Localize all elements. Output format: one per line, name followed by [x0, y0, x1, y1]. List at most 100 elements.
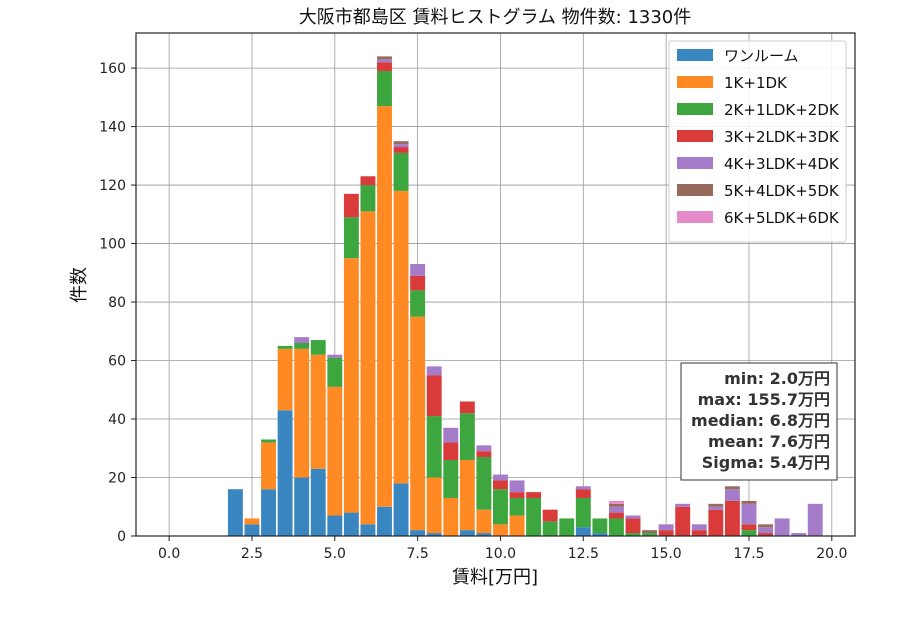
- bar-series-1: [310, 354, 326, 469]
- stats-min: min: 2.0万円: [724, 369, 830, 388]
- bar-series-4: [509, 480, 525, 493]
- y-tick-label: 0: [117, 529, 126, 545]
- bar-series-2: [377, 71, 392, 107]
- x-tick-label: 20.0: [816, 546, 847, 562]
- bar-series-4: [675, 503, 691, 507]
- bar-series-1: [493, 524, 508, 536]
- stats-mean: mean: 7.6万円: [708, 432, 830, 451]
- bar-series-4: [294, 337, 310, 343]
- bar-series-0: [426, 533, 442, 536]
- bar-series-1: [476, 509, 492, 534]
- bar-series-5: [724, 486, 740, 490]
- bar-series-1: [509, 515, 525, 536]
- x-tick-label: 7.5: [407, 546, 429, 562]
- bar-series-0: [294, 477, 310, 536]
- x-axis-title: 賃料[万円]: [452, 567, 538, 588]
- bar-series-4: [791, 533, 807, 536]
- bar-series-2: [741, 530, 757, 536]
- bar-series-0: [244, 524, 260, 536]
- y-tick-label: 80: [108, 295, 126, 311]
- bar-series-4: [625, 515, 641, 519]
- bar-series-4: [575, 486, 591, 490]
- bar-series-2: [592, 518, 608, 534]
- bar-series-4: [807, 503, 823, 536]
- legend-label: ワンルーム: [724, 47, 799, 65]
- bar-series-0: [410, 530, 426, 536]
- bar-series-2: [608, 518, 624, 536]
- bar-series-2: [443, 459, 459, 498]
- bar-series-3: [526, 492, 542, 498]
- bar-series-4: [758, 527, 773, 534]
- x-tick-label: 0.0: [158, 546, 180, 562]
- bar-series-1: [261, 442, 276, 490]
- bar-series-3: [691, 530, 707, 536]
- y-tick-label: 160: [99, 61, 126, 77]
- bar-series-4: [393, 144, 409, 148]
- bar-series-3: [410, 275, 426, 291]
- bar-series-3: [443, 442, 459, 460]
- bar-series-1: [410, 316, 426, 531]
- legend-swatch: [677, 184, 713, 196]
- bar-series-4: [741, 503, 757, 525]
- y-tick-label: 40: [108, 412, 126, 428]
- bar-series-2: [310, 340, 326, 355]
- bar-series-2: [261, 439, 276, 443]
- legend: ワンルーム 1K+1DK 2K+1LDK+2DK 3K+2LDK+3DK 4K+3LDK…: [668, 40, 847, 243]
- bar-series-4: [691, 524, 707, 531]
- legend-label: 4K+3LDK+4DK: [724, 155, 840, 173]
- bar-series-1: [360, 211, 376, 525]
- x-tick-label: 5.0: [324, 546, 346, 562]
- bar-series-0: [575, 527, 591, 536]
- bar-series-4: [476, 445, 492, 452]
- bar-series-1: [443, 497, 459, 536]
- y-tick-label: 60: [108, 354, 126, 370]
- bar-series-0: [327, 515, 343, 536]
- bar-series-2: [426, 416, 442, 478]
- x-tick-label: 2.5: [241, 546, 263, 562]
- bar-series-0: [459, 530, 475, 536]
- bar-series-2: [294, 342, 310, 349]
- bar-series-3: [708, 509, 724, 536]
- bar-series-2: [410, 290, 426, 317]
- bar-series-4: [443, 427, 459, 443]
- bar-series-2: [642, 533, 658, 536]
- bar-series-2: [277, 345, 293, 349]
- legend-label: 5K+4LDK+5DK: [724, 182, 840, 200]
- bar-series-1: [244, 518, 260, 525]
- bar-series-4: [327, 354, 343, 358]
- bar-series-4: [377, 59, 392, 63]
- y-tick-label: 20: [108, 471, 126, 487]
- bar-series-5: [393, 141, 409, 145]
- bar-series-0: [261, 489, 276, 536]
- bar-series-0: [310, 468, 326, 536]
- bar-series-5: [708, 503, 724, 507]
- bar-series-2: [575, 497, 591, 528]
- bar-series-1: [459, 459, 475, 531]
- bar-series-4: [708, 506, 724, 510]
- stats-box: min: 2.0万円 max: 155.7万円 median: 6.8万円 me…: [680, 362, 838, 481]
- legend-label: 6K+5LDK+6DK: [724, 209, 840, 227]
- bar-series-5: [377, 56, 392, 60]
- bar-series-6: [608, 500, 624, 504]
- bar-series-3: [426, 375, 442, 417]
- bar-series-4: [608, 506, 624, 513]
- bar-series-3: [575, 489, 591, 498]
- bar-series-3: [658, 530, 674, 536]
- y-axis-title: 件数: [69, 267, 90, 303]
- bar-series-3: [741, 524, 757, 531]
- bar-series-0: [360, 524, 376, 536]
- bar-series-3: [758, 533, 773, 536]
- bar-series-3: [608, 512, 624, 519]
- bar-series-3: [476, 451, 492, 458]
- histogram-bars: [227, 56, 823, 536]
- bar-series-2: [526, 497, 542, 536]
- bar-series-4: [724, 489, 740, 501]
- bar-series-3: [675, 506, 691, 536]
- bar-series-4: [774, 518, 790, 536]
- legend-swatch: [677, 130, 713, 142]
- bar-series-3: [493, 480, 508, 490]
- chart-title: 大阪市都島区 賃料ヒストグラム 物件数: 1330件: [299, 7, 692, 28]
- bar-series-2: [476, 457, 492, 510]
- bar-series-2: [327, 357, 343, 387]
- bar-series-3: [509, 492, 525, 498]
